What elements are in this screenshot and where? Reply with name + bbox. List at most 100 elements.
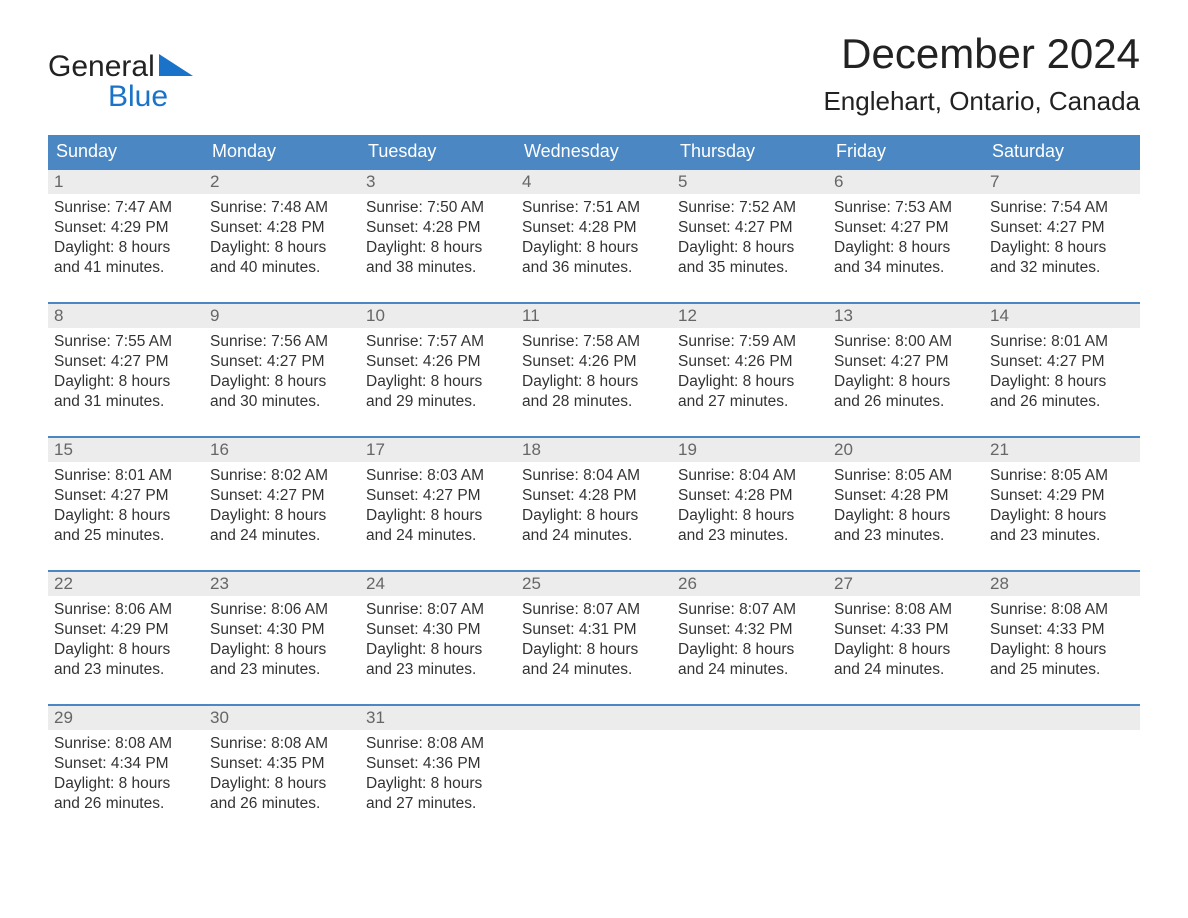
brand-triangle-icon [159, 52, 193, 82]
location-subtitle: Englehart, Ontario, Canada [823, 86, 1140, 117]
day-sunrise: Sunrise: 8:01 AM [990, 332, 1134, 352]
week-row: 1Sunrise: 7:47 AMSunset: 4:29 PMDaylight… [48, 168, 1140, 302]
day-sunset: Sunset: 4:29 PM [54, 218, 198, 238]
day-sunset: Sunset: 4:30 PM [366, 620, 510, 640]
day-daylight1: Daylight: 8 hours [54, 640, 198, 660]
day-daylight2: and 24 minutes. [834, 660, 978, 680]
day-daylight1: Daylight: 8 hours [210, 640, 354, 660]
day-sunset: Sunset: 4:26 PM [678, 352, 822, 372]
day-daylight2: and 23 minutes. [210, 660, 354, 680]
day-details: Sunrise: 8:08 AMSunset: 4:33 PMDaylight:… [984, 596, 1140, 685]
day-sunset: Sunset: 4:27 PM [366, 486, 510, 506]
day-daylight1: Daylight: 8 hours [522, 640, 666, 660]
day-cell: 31Sunrise: 8:08 AMSunset: 4:36 PMDayligh… [360, 706, 516, 838]
day-sunset: Sunset: 4:36 PM [366, 754, 510, 774]
day-number: 31 [360, 706, 516, 730]
day-details: Sunrise: 8:00 AMSunset: 4:27 PMDaylight:… [828, 328, 984, 417]
day-number: 10 [360, 304, 516, 328]
day-daylight2: and 23 minutes. [54, 660, 198, 680]
day-cell: 15Sunrise: 8:01 AMSunset: 4:27 PMDayligh… [48, 438, 204, 570]
day-daylight2: and 24 minutes. [522, 526, 666, 546]
day-sunrise: Sunrise: 8:08 AM [834, 600, 978, 620]
day-cell: 27Sunrise: 8:08 AMSunset: 4:33 PMDayligh… [828, 572, 984, 704]
day-sunset: Sunset: 4:31 PM [522, 620, 666, 640]
day-sunset: Sunset: 4:27 PM [54, 486, 198, 506]
day-of-week-cell: Monday [204, 135, 360, 168]
day-daylight2: and 25 minutes. [990, 660, 1134, 680]
day-cell: 8Sunrise: 7:55 AMSunset: 4:27 PMDaylight… [48, 304, 204, 436]
day-daylight2: and 41 minutes. [54, 258, 198, 278]
day-number [516, 706, 672, 730]
day-cell: 29Sunrise: 8:08 AMSunset: 4:34 PMDayligh… [48, 706, 204, 838]
day-daylight2: and 23 minutes. [990, 526, 1134, 546]
day-daylight1: Daylight: 8 hours [366, 506, 510, 526]
day-cell [828, 706, 984, 838]
day-sunrise: Sunrise: 8:08 AM [210, 734, 354, 754]
day-sunrise: Sunrise: 8:08 AM [54, 734, 198, 754]
day-details: Sunrise: 7:58 AMSunset: 4:26 PMDaylight:… [516, 328, 672, 417]
day-cell: 20Sunrise: 8:05 AMSunset: 4:28 PMDayligh… [828, 438, 984, 570]
day-number: 7 [984, 170, 1140, 194]
day-details: Sunrise: 8:08 AMSunset: 4:35 PMDaylight:… [204, 730, 360, 819]
day-of-week-cell: Sunday [48, 135, 204, 168]
day-details: Sunrise: 8:05 AMSunset: 4:28 PMDaylight:… [828, 462, 984, 551]
day-sunrise: Sunrise: 8:08 AM [366, 734, 510, 754]
day-sunrise: Sunrise: 7:51 AM [522, 198, 666, 218]
day-number: 3 [360, 170, 516, 194]
day-daylight1: Daylight: 8 hours [210, 774, 354, 794]
day-daylight1: Daylight: 8 hours [834, 372, 978, 392]
day-cell: 19Sunrise: 8:04 AMSunset: 4:28 PMDayligh… [672, 438, 828, 570]
day-sunrise: Sunrise: 7:50 AM [366, 198, 510, 218]
day-number: 18 [516, 438, 672, 462]
week-row: 29Sunrise: 8:08 AMSunset: 4:34 PMDayligh… [48, 704, 1140, 838]
day-sunrise: Sunrise: 8:04 AM [522, 466, 666, 486]
day-sunset: Sunset: 4:28 PM [834, 486, 978, 506]
day-number: 8 [48, 304, 204, 328]
day-number: 25 [516, 572, 672, 596]
day-sunset: Sunset: 4:29 PM [990, 486, 1134, 506]
day-details: Sunrise: 7:57 AMSunset: 4:26 PMDaylight:… [360, 328, 516, 417]
day-cell: 24Sunrise: 8:07 AMSunset: 4:30 PMDayligh… [360, 572, 516, 704]
day-details: Sunrise: 7:47 AMSunset: 4:29 PMDaylight:… [48, 194, 204, 283]
day-daylight2: and 26 minutes. [54, 794, 198, 814]
day-details: Sunrise: 8:07 AMSunset: 4:32 PMDaylight:… [672, 596, 828, 685]
day-daylight1: Daylight: 8 hours [834, 506, 978, 526]
day-details: Sunrise: 8:08 AMSunset: 4:34 PMDaylight:… [48, 730, 204, 819]
day-sunset: Sunset: 4:28 PM [366, 218, 510, 238]
day-daylight2: and 24 minutes. [678, 660, 822, 680]
day-cell [516, 706, 672, 838]
day-number: 29 [48, 706, 204, 730]
day-daylight1: Daylight: 8 hours [990, 640, 1134, 660]
day-details: Sunrise: 8:01 AMSunset: 4:27 PMDaylight:… [48, 462, 204, 551]
day-sunrise: Sunrise: 7:53 AM [834, 198, 978, 218]
day-number: 12 [672, 304, 828, 328]
day-cell [984, 706, 1140, 838]
day-daylight2: and 27 minutes. [678, 392, 822, 412]
day-number: 14 [984, 304, 1140, 328]
day-number: 21 [984, 438, 1140, 462]
day-cell: 9Sunrise: 7:56 AMSunset: 4:27 PMDaylight… [204, 304, 360, 436]
day-cell: 3Sunrise: 7:50 AMSunset: 4:28 PMDaylight… [360, 170, 516, 302]
day-details: Sunrise: 8:08 AMSunset: 4:33 PMDaylight:… [828, 596, 984, 685]
day-daylight2: and 26 minutes. [834, 392, 978, 412]
day-number: 13 [828, 304, 984, 328]
day-details: Sunrise: 7:50 AMSunset: 4:28 PMDaylight:… [360, 194, 516, 283]
day-cell: 11Sunrise: 7:58 AMSunset: 4:26 PMDayligh… [516, 304, 672, 436]
day-sunrise: Sunrise: 8:04 AM [678, 466, 822, 486]
day-cell: 13Sunrise: 8:00 AMSunset: 4:27 PMDayligh… [828, 304, 984, 436]
day-cell: 1Sunrise: 7:47 AMSunset: 4:29 PMDaylight… [48, 170, 204, 302]
day-daylight2: and 26 minutes. [210, 794, 354, 814]
day-cell: 17Sunrise: 8:03 AMSunset: 4:27 PMDayligh… [360, 438, 516, 570]
brand-logo: General Blue [48, 30, 193, 112]
day-cell: 16Sunrise: 8:02 AMSunset: 4:27 PMDayligh… [204, 438, 360, 570]
day-sunrise: Sunrise: 8:06 AM [54, 600, 198, 620]
day-sunrise: Sunrise: 8:07 AM [366, 600, 510, 620]
day-number: 2 [204, 170, 360, 194]
day-details: Sunrise: 7:51 AMSunset: 4:28 PMDaylight:… [516, 194, 672, 283]
day-of-week-header: SundayMondayTuesdayWednesdayThursdayFrid… [48, 135, 1140, 168]
day-cell: 2Sunrise: 7:48 AMSunset: 4:28 PMDaylight… [204, 170, 360, 302]
day-of-week-cell: Friday [828, 135, 984, 168]
day-sunset: Sunset: 4:33 PM [834, 620, 978, 640]
day-cell [672, 706, 828, 838]
day-details: Sunrise: 7:56 AMSunset: 4:27 PMDaylight:… [204, 328, 360, 417]
